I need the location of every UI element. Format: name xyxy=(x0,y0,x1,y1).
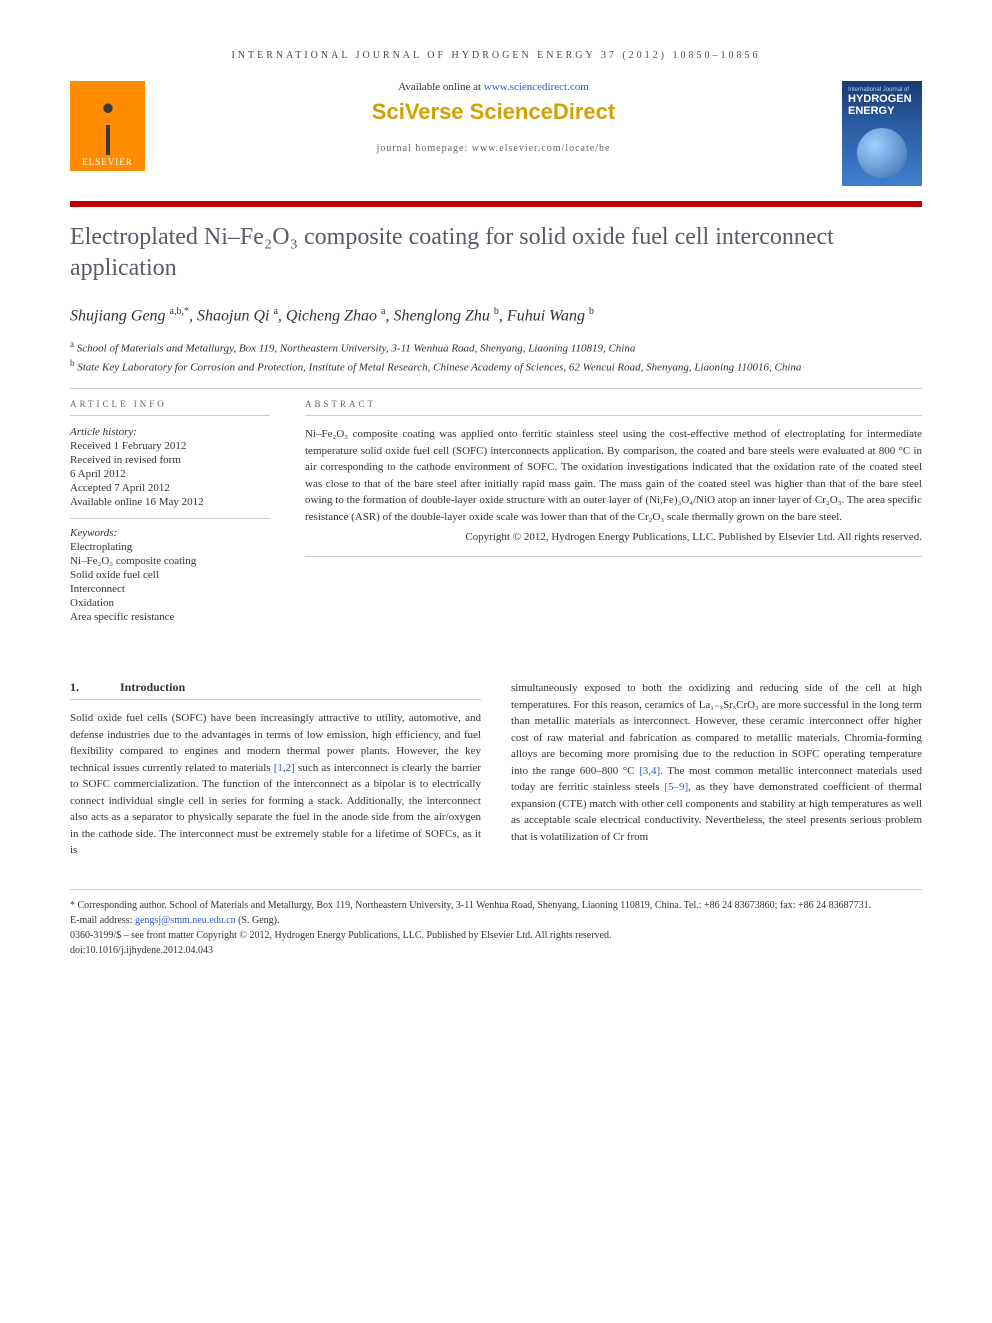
online-date: Available online 16 May 2012 xyxy=(70,496,270,508)
available-label: Available online at xyxy=(398,81,484,93)
author-email-link[interactable]: gengsj@smm.neu.edu.cn xyxy=(135,915,236,926)
section-1-heading: 1.Introduction xyxy=(70,680,481,700)
center-header: Available online at www.sciencedirect.co… xyxy=(165,81,822,154)
keyword: Solid oxide fuel cell xyxy=(70,569,270,581)
abstract-copyright: Copyright © 2012, Hydrogen Energy Public… xyxy=(305,529,922,546)
keyword: Oxidation xyxy=(70,597,270,609)
left-column: 1.Introduction Solid oxide fuel cells (S… xyxy=(70,680,481,859)
email-label: E-mail address: xyxy=(70,915,135,926)
abstract-column: ABSTRACT Ni–Fe₂O₃ composite coating was … xyxy=(305,399,922,625)
revised-label: Received in revised form xyxy=(70,454,270,466)
authors-line: Shujiang Geng a,b,*, Shaojun Qi a, Qiche… xyxy=(70,306,922,325)
journal-homepage-text: journal homepage: www.elsevier.com/locat… xyxy=(165,143,822,154)
article-info-column: ARTICLE INFO Article history: Received 1… xyxy=(70,399,270,625)
ref-link[interactable]: [5–9] xyxy=(664,781,688,793)
email-suffix: (S. Geng). xyxy=(236,915,280,926)
keyword: Electroplating xyxy=(70,541,270,553)
intro-col1-text: Solid oxide fuel cells (SOFC) have been … xyxy=(70,710,481,859)
section-number: 1. xyxy=(70,680,120,695)
email-line: E-mail address: gengsj@smm.neu.edu.cn (S… xyxy=(70,913,922,928)
cover-big-title-2: ENERGY xyxy=(848,105,916,117)
sciverse-logo: SciVerse ScienceDirect xyxy=(165,99,822,125)
affiliation-b: b State Key Laboratory for Corrosion and… xyxy=(70,357,922,376)
info-divider xyxy=(70,518,270,519)
received-date: Received 1 February 2012 xyxy=(70,440,270,452)
cover-big-title-1: HYDROGEN xyxy=(848,93,916,105)
keyword: Interconnect xyxy=(70,583,270,595)
elsevier-label: ELSEVIER xyxy=(82,157,133,167)
divider xyxy=(70,388,922,389)
journal-running-header: INTERNATIONAL JOURNAL OF HYDROGEN ENERGY… xyxy=(70,50,922,61)
abstract-heading: ABSTRACT xyxy=(305,399,922,416)
right-column: simultaneously exposed to both the oxidi… xyxy=(511,680,922,859)
elsevier-tree-icon xyxy=(83,100,133,155)
ref-link[interactable]: [3,4] xyxy=(639,765,660,777)
article-info-heading: ARTICLE INFO xyxy=(70,399,270,416)
intro-col2-text: simultaneously exposed to both the oxidi… xyxy=(511,680,922,845)
affiliations-block: a School of Materials and Metallurgy, Bo… xyxy=(70,338,922,376)
abstract-bottom-rule xyxy=(305,556,922,557)
info-abstract-row: ARTICLE INFO Article history: Received 1… xyxy=(70,399,922,625)
section-title: Introduction xyxy=(120,680,185,694)
article-title: Electroplated Ni–Fe₂O₃ composite coating… xyxy=(70,222,922,284)
footnotes-block: * Corresponding author. School of Materi… xyxy=(70,889,922,958)
cover-globe-icon xyxy=(857,128,907,178)
keywords-label: Keywords: xyxy=(70,527,270,539)
keyword: Ni–Fe₂O₃ composite coating xyxy=(70,555,270,567)
available-online-text: Available online at www.sciencedirect.co… xyxy=(165,81,822,93)
sciencedirect-link[interactable]: www.sciencedirect.com xyxy=(484,81,589,93)
issn-copyright: 0360-3199/$ – see front matter Copyright… xyxy=(70,928,922,943)
revised-date: 6 April 2012 xyxy=(70,468,270,480)
ref-link[interactable]: [1,2] xyxy=(274,762,295,774)
elsevier-logo: ELSEVIER xyxy=(70,81,145,171)
affiliation-a: a School of Materials and Metallurgy, Bo… xyxy=(70,338,922,357)
history-label: Article history: xyxy=(70,426,270,438)
abstract-text: Ni–Fe₂O₃ composite coating was applied o… xyxy=(305,426,922,525)
doi-line: doi:10.1016/j.ijhydene.2012.04.043 xyxy=(70,943,922,958)
journal-cover-thumbnail: International Journal of HYDROGEN ENERGY xyxy=(842,81,922,186)
keyword: Area specific resistance xyxy=(70,611,270,623)
body-two-columns: 1.Introduction Solid oxide fuel cells (S… xyxy=(70,680,922,859)
corresponding-author-note: * Corresponding author. School of Materi… xyxy=(70,898,922,913)
title-red-bar xyxy=(70,201,922,207)
accepted-date: Accepted 7 April 2012 xyxy=(70,482,270,494)
header-block: ELSEVIER Available online at www.science… xyxy=(70,81,922,186)
